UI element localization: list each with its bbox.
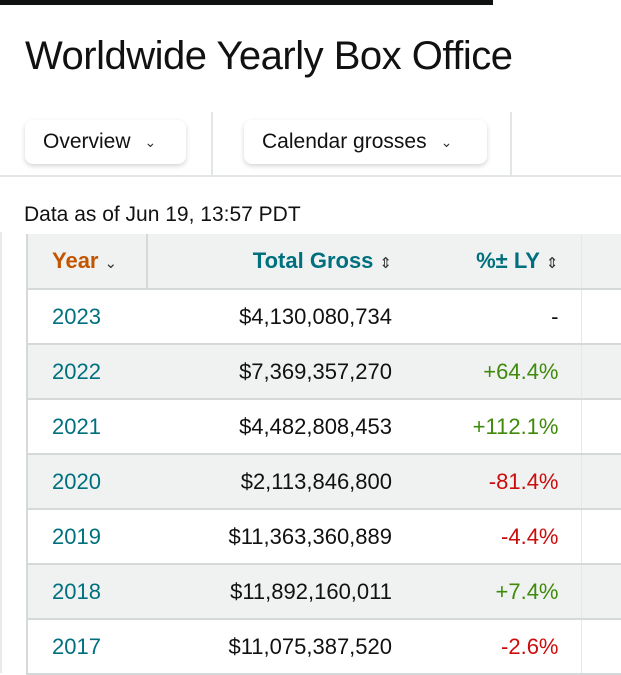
chevron-down-icon: ⌄ [144, 133, 157, 150]
table-row: 2017 $11,075,387,520 -2.6% [26, 619, 621, 675]
toolbar-divider [211, 112, 213, 175]
table-row: 2020 $2,113,846,800 -81.4% [26, 454, 621, 510]
total-gross-cell: $2,113,846,800 [147, 454, 414, 510]
year-link[interactable]: 2021 [26, 399, 147, 455]
top-bar [0, 0, 493, 5]
toolbar-divider [510, 112, 512, 175]
next-column-header [580, 234, 621, 290]
table-row: 2022 $7,369,357,270 +64.4% [26, 344, 621, 400]
total-gross-column-header[interactable]: Total Gross ⇕ [147, 234, 414, 290]
sort-icon: ⇕ [545, 255, 559, 272]
box-office-table: Year ⌄ Total Gross ⇕ %± LY ⇕ 2023 $4,130,080… [26, 234, 621, 675]
table-row: 2019 $11,363,360,889 -4.4% [26, 509, 621, 565]
gross-type-dropdown[interactable]: Calendar grosses ⌄ [244, 120, 487, 164]
next-column-cell [580, 289, 621, 345]
next-column-cell [580, 454, 621, 510]
table-row: 2018 $11,892,160,011 +7.4% [26, 564, 621, 620]
year-header-label: Year [52, 248, 99, 273]
pct-ly-cell: - [414, 289, 581, 345]
total-gross-cell: $11,363,360,889 [147, 509, 414, 565]
year-link[interactable]: 2020 [26, 454, 147, 510]
next-column-cell [580, 399, 621, 455]
total-gross-cell: $11,892,160,011 [147, 564, 414, 620]
year-link[interactable]: 2023 [26, 289, 147, 345]
year-link[interactable]: 2018 [26, 564, 147, 620]
total-gross-header-label: Total Gross [252, 248, 374, 273]
pct-ly-cell: +64.4% [414, 344, 581, 400]
gross-type-dropdown-label: Calendar grosses [262, 130, 427, 153]
year-link[interactable]: 2017 [26, 619, 147, 675]
pct-ly-header-label: %± LY [476, 248, 540, 273]
view-dropdown-label: Overview [43, 130, 131, 153]
total-gross-cell: $7,369,357,270 [147, 344, 414, 400]
year-link[interactable]: 2022 [26, 344, 147, 400]
chevron-down-icon: ⌄ [440, 133, 453, 150]
table-header-row: Year ⌄ Total Gross ⇕ %± LY ⇕ [26, 234, 621, 290]
pct-ly-cell: -4.4% [414, 509, 581, 565]
pct-ly-cell: +112.1% [414, 399, 581, 455]
data-timestamp: Data as of Jun 19, 13:57 PDT [24, 203, 301, 226]
sort-icon: ⇕ [379, 255, 392, 272]
total-gross-cell: $4,130,080,734 [147, 289, 414, 345]
view-dropdown[interactable]: Overview ⌄ [25, 120, 186, 164]
left-border [0, 232, 2, 673]
pct-ly-column-header[interactable]: %± LY ⇕ [414, 234, 581, 290]
pct-ly-cell: +7.4% [414, 564, 581, 620]
sort-desc-icon: ⌄ [104, 255, 118, 272]
table-row: 2021 $4,482,808,453 +112.1% [26, 399, 621, 455]
total-gross-cell: $4,482,808,453 [147, 399, 414, 455]
table-row: 2023 $4,130,080,734- [26, 289, 621, 345]
page-title: Worldwide Yearly Box Office [25, 34, 513, 78]
next-column-cell [580, 344, 621, 400]
total-gross-cell: $11,075,387,520 [147, 619, 414, 675]
pct-ly-cell: -81.4% [414, 454, 581, 510]
next-column-cell [580, 564, 621, 620]
pct-ly-cell: -2.6% [414, 619, 581, 675]
year-column-header[interactable]: Year ⌄ [26, 234, 148, 290]
next-column-cell [580, 619, 621, 675]
next-column-cell [580, 509, 621, 565]
toolbar: Overview ⌄ Calendar grosses ⌄ [0, 112, 621, 177]
year-link[interactable]: 2019 [26, 509, 147, 565]
